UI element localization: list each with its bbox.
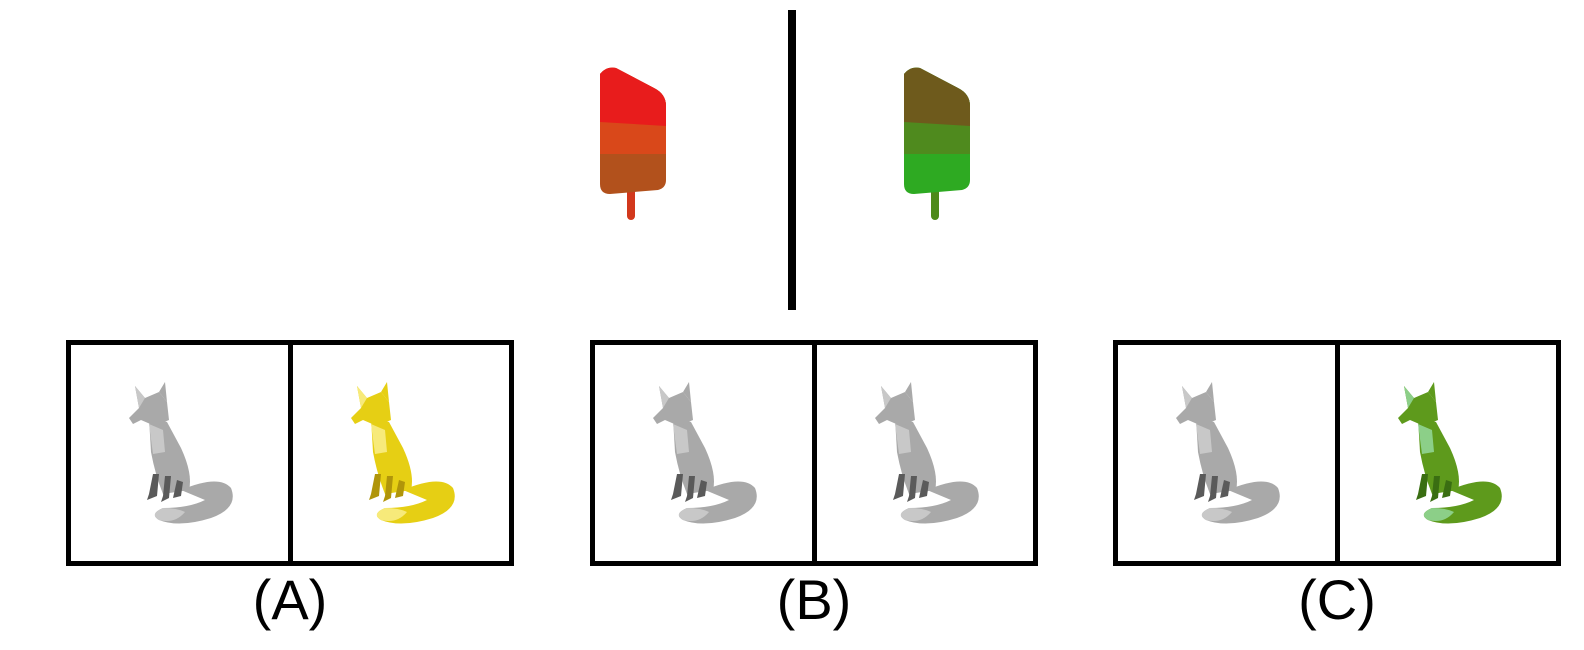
fox-icon: [874, 382, 979, 524]
option-c-before-panel: [1118, 345, 1335, 561]
option-c-label[interactable]: (C): [1298, 568, 1376, 631]
option-a-after-panel: [287, 345, 510, 561]
fox-icon: [653, 382, 758, 524]
fox-icon: [129, 382, 234, 524]
option-c-box[interactable]: [1113, 340, 1561, 566]
option-b-after-panel: [811, 345, 1034, 561]
option-b-label[interactable]: (B): [776, 568, 852, 631]
fox-icon: [1397, 382, 1502, 524]
option-a-label[interactable]: (A): [252, 568, 328, 631]
option-b-before-panel: [595, 345, 812, 561]
fox-icon: [1176, 382, 1281, 524]
option-a-box[interactable]: [66, 340, 514, 566]
option-b-box[interactable]: [590, 340, 1038, 566]
popsicle-before-icon: [600, 67, 666, 220]
example-divider: [788, 10, 796, 310]
fox-icon: [350, 382, 455, 524]
option-a-before-panel: [71, 345, 288, 561]
popsicle-after-icon: [904, 67, 970, 220]
option-c-after-panel: [1334, 345, 1557, 561]
